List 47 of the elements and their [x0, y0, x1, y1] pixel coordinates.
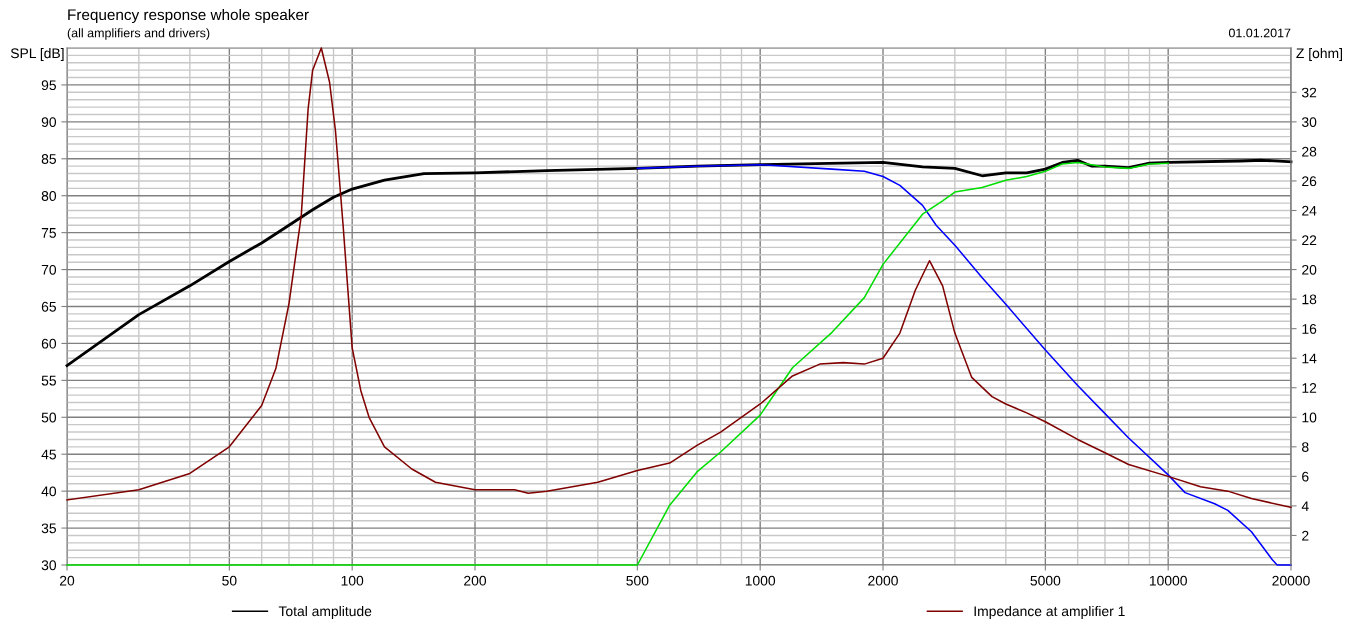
y2-axis-title: Z [ohm]	[1296, 48, 1342, 61]
y2-tick-label: 8	[1302, 442, 1309, 452]
x-tick-label: 50	[222, 575, 237, 586]
y2-tick-label: 14	[1302, 353, 1317, 364]
y2-tick-label: 12	[1302, 383, 1317, 393]
y-tick-label: 95	[41, 80, 56, 91]
y-tick-label: 40	[41, 486, 57, 497]
y2-tick-label: 2	[1302, 530, 1309, 541]
y-tick-label: 35	[41, 523, 56, 534]
y-tick-label: 70	[41, 264, 57, 275]
x-tick-label: 200	[464, 575, 487, 586]
y-tick-label: 55	[41, 375, 56, 386]
x-tick-label: 500	[626, 575, 649, 586]
x-tick-label: 10000	[1149, 575, 1187, 586]
x-tick-label: 1000	[745, 575, 776, 586]
y2-tick-label: 20	[1302, 264, 1317, 275]
y2-tick-label: 16	[1302, 323, 1317, 334]
y2-tick-label: 10	[1302, 412, 1317, 423]
x-tick-label: 5000	[1030, 575, 1061, 586]
y2-tick-label: 30	[1301, 117, 1317, 128]
y2-tick-label: 32	[1301, 87, 1317, 98]
y2-tick-label: 18	[1302, 294, 1317, 305]
y-tick-label: 75	[41, 228, 56, 238]
y-tick-label: 60	[41, 338, 57, 349]
chart-title: Frequency response whole speaker	[68, 8, 309, 24]
x-tick-label: 100	[341, 575, 364, 586]
x-tick-label: 20	[59, 575, 75, 586]
y-tick-label: 85	[41, 154, 56, 164]
y-axis-title: SPL [dB]	[10, 48, 64, 61]
y-tick-label: 50	[41, 412, 57, 423]
y2-tick-label: 4	[1301, 501, 1309, 511]
y2-tick-label: 28	[1302, 146, 1317, 157]
y-tick-label: 30	[41, 560, 57, 571]
y-tick-label: 65	[41, 301, 56, 312]
text: 01.01.2017	[1228, 28, 1291, 38]
y-tick-label: 80	[41, 191, 57, 201]
legend-label: Total amplitude	[278, 605, 372, 619]
chart-subtitle: (all amplifiers and drivers)	[67, 28, 210, 40]
y2-tick-label: 24	[1302, 205, 1317, 216]
y2-tick-label: 6	[1302, 471, 1309, 482]
legend-label: Impedance at amplifier 1	[974, 605, 1125, 619]
y2-tick-label: 22	[1302, 235, 1317, 246]
x-tick-label: 2000	[868, 575, 898, 586]
y-tick-label: 45	[41, 449, 56, 460]
y-tick-label: 90	[41, 117, 57, 128]
x-tick-label: 20000	[1272, 575, 1310, 586]
y2-tick-label: 26	[1302, 176, 1317, 187]
